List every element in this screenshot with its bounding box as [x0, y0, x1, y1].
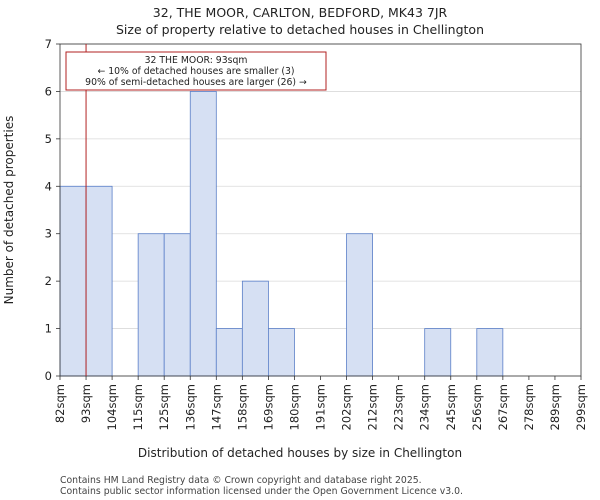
bar-125sqm	[163, 233, 191, 377]
y-tick-label: 7	[45, 37, 52, 51]
annotation-line-3: 90% of semi-detached houses are larger (…	[85, 77, 307, 88]
chart-title: 32, THE MOOR, CARLTON, BEDFORD, MK43 7JR	[153, 5, 448, 20]
x-tick-label: 169sqm	[261, 384, 275, 430]
x-tick-label: 93sqm	[79, 384, 93, 423]
x-tick-label: 299sqm	[574, 384, 588, 430]
bar-82sqm	[59, 185, 87, 377]
bar-256sqm	[476, 328, 504, 377]
y-tick-label: 5	[45, 132, 52, 146]
y-tick-label: 4	[45, 179, 52, 193]
chart-subtitle: Size of property relative to detached ho…	[116, 22, 484, 37]
x-tick-label: 147sqm	[209, 384, 223, 430]
x-tick-label: 245sqm	[444, 384, 458, 430]
x-tick-label: 158sqm	[235, 384, 249, 430]
x-tick-label: 212sqm	[366, 384, 380, 430]
annotation-line-1: 32 THE MOOR: 93sqm	[145, 55, 248, 66]
x-tick-label: 136sqm	[183, 384, 197, 430]
x-tick-label: 125sqm	[157, 384, 171, 430]
y-tick-label: 1	[45, 322, 52, 336]
x-tick-label: 104sqm	[105, 384, 119, 430]
y-axis-label: Number of detached properties	[2, 116, 16, 305]
x-tick-label: 223sqm	[392, 384, 406, 430]
bar-234sqm	[424, 328, 452, 377]
y-tick-label: 6	[45, 84, 52, 98]
bar-169sqm	[267, 328, 295, 377]
annotation-line-2: ← 10% of detached houses are smaller (3)	[97, 66, 294, 77]
x-tick-label: 267sqm	[496, 384, 510, 430]
x-tick-label: 180sqm	[287, 384, 301, 430]
annotation-box: 32 THE MOOR: 93sqm ← 10% of detached hou…	[65, 51, 327, 91]
x-tick-label: 202sqm	[340, 384, 354, 430]
x-tick-label: 256sqm	[470, 384, 484, 430]
bar-158sqm	[241, 280, 269, 377]
x-tick-label: 115sqm	[131, 384, 145, 430]
bar-202sqm	[346, 233, 373, 377]
bar-147sqm	[215, 328, 243, 377]
plot-frame	[59, 43, 582, 377]
x-tick-label: 82sqm	[53, 384, 67, 423]
x-axis-ticks: 82sqm 93sqm 104sqm 115sqm 125sqm 136sqm 147sqm…	[53, 376, 588, 430]
bars	[59, 91, 504, 377]
footer-line-1: Contains HM Land Registry data © Crown c…	[60, 475, 422, 486]
footer-line-2: Contains public sector information licen…	[60, 486, 463, 497]
x-tick-label: 191sqm	[314, 384, 328, 430]
x-tick-label: 289sqm	[548, 384, 562, 430]
y-axis-ticks: 0 1 2 3 4 5 6 7	[45, 37, 60, 383]
x-tick-label: 234sqm	[418, 384, 432, 430]
bar-115sqm	[137, 233, 165, 377]
x-axis-label: Distribution of detached houses by size …	[138, 446, 462, 460]
bar-136sqm	[189, 91, 217, 377]
bar-93sqm	[85, 185, 113, 377]
y-tick-label: 0	[45, 369, 52, 383]
y-tick-label: 3	[45, 227, 52, 241]
x-tick-label: 278sqm	[522, 384, 536, 430]
y-tick-label: 2	[45, 274, 52, 288]
